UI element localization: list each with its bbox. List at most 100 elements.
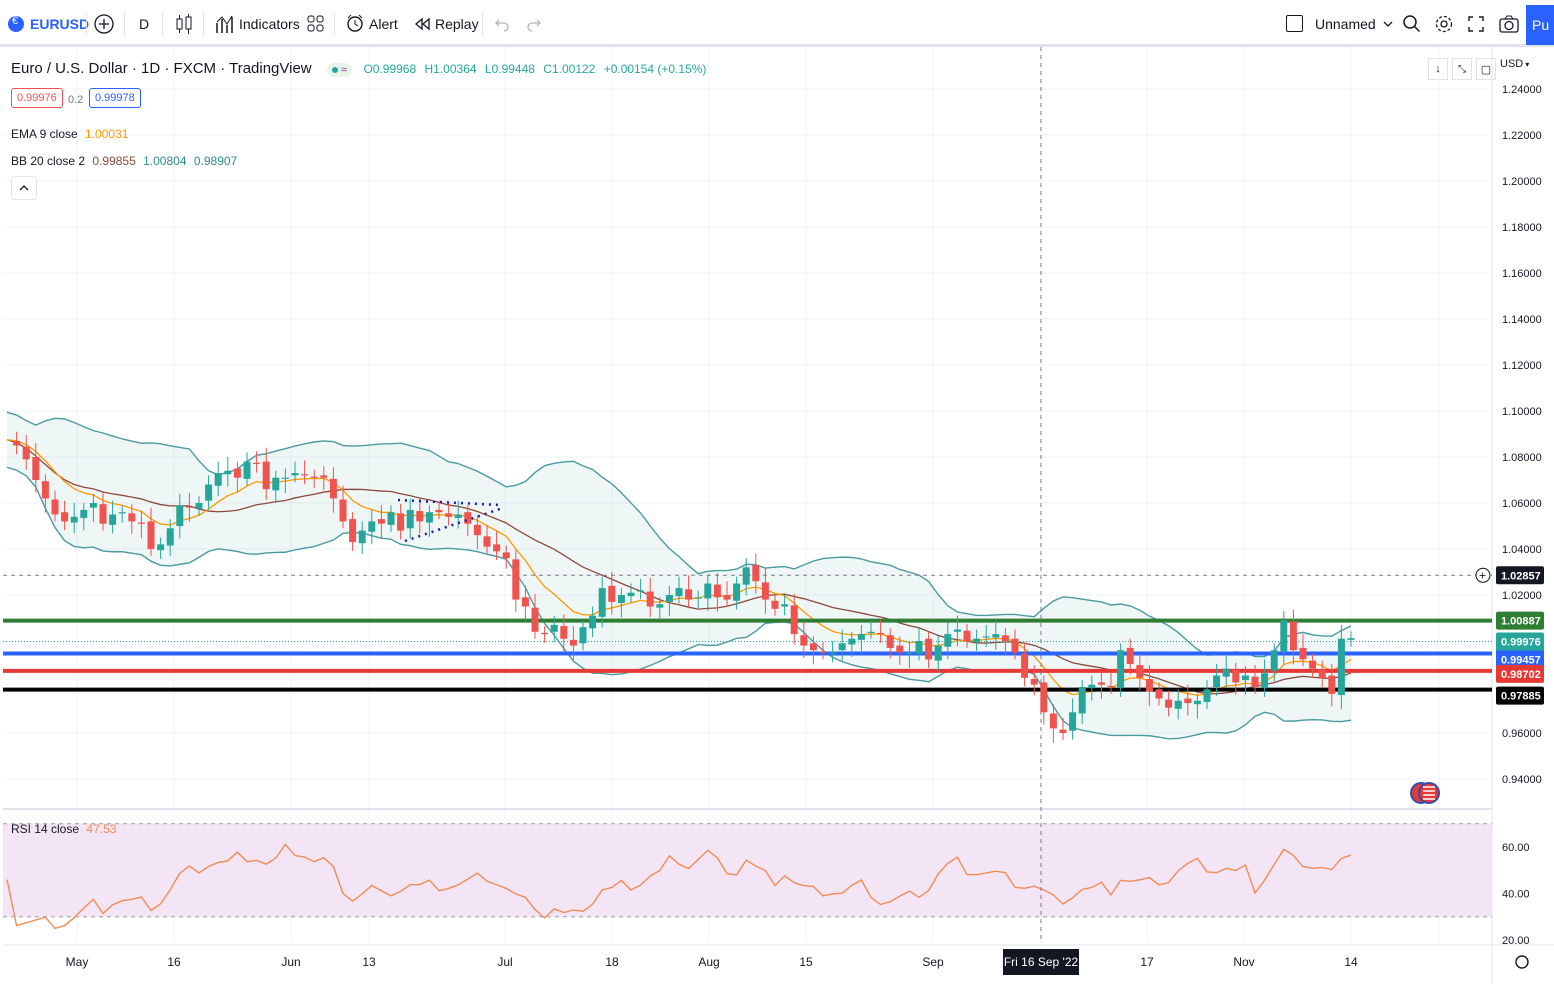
candle-body xyxy=(51,499,59,515)
layout-button[interactable]: Unnamed xyxy=(1286,0,1395,47)
candle-body xyxy=(982,636,990,638)
price-tick-label: 0.96000 xyxy=(1502,728,1542,740)
compare-button[interactable] xyxy=(93,0,115,47)
candle-body xyxy=(61,512,69,522)
time-tick-label: 17 xyxy=(1140,955,1154,969)
candle-body xyxy=(166,528,174,546)
candle-body xyxy=(723,595,731,600)
sell-price-box[interactable]: 0.99976 xyxy=(11,88,63,108)
replay-button[interactable]: Replay xyxy=(413,0,479,47)
search-button[interactable] xyxy=(1402,0,1422,47)
candle-body xyxy=(454,514,462,518)
candle-body xyxy=(915,641,923,654)
undo-button[interactable] xyxy=(494,0,510,47)
candle-body xyxy=(1337,638,1345,696)
symbol-search-button[interactable]: € EURUSD xyxy=(8,0,89,47)
collapse-pane-button[interactable]: ⤡ xyxy=(1452,58,1472,80)
candle-body xyxy=(944,634,952,647)
undo-icon xyxy=(495,19,509,32)
ohlc-close: C1.00122 xyxy=(543,62,596,76)
buy-price-box[interactable]: 0.99978 xyxy=(89,88,141,108)
candle-body xyxy=(1126,647,1134,664)
candle-body xyxy=(1097,682,1105,685)
bb-legend[interactable]: BB 20 close 2 0.99855 1.00804 0.98907 xyxy=(11,154,237,168)
candle-body xyxy=(1069,712,1077,731)
templates-button[interactable] xyxy=(306,0,326,47)
rsi-label: RSI 14 close xyxy=(11,822,80,836)
rsi-tick-label: 60.00 xyxy=(1502,842,1530,854)
publish-button[interactable]: Pu xyxy=(1526,5,1554,45)
currency-selector[interactable]: USD ▾ xyxy=(1500,58,1529,70)
ohlc-high: H1.00364 xyxy=(424,62,477,76)
candle-body xyxy=(377,519,385,524)
candle-body xyxy=(1261,673,1269,689)
time-tick-label: May xyxy=(66,955,89,969)
candle-body xyxy=(819,651,827,653)
candle-body xyxy=(589,615,597,629)
candle-body xyxy=(147,521,155,549)
candle-body xyxy=(579,627,587,644)
candle-body xyxy=(637,590,645,592)
candle-body xyxy=(416,511,424,522)
alert-button[interactable]: Alert xyxy=(345,0,398,47)
chevron-down-icon xyxy=(1383,21,1393,27)
candle-body xyxy=(176,505,184,526)
move-pane-down-button[interactable]: ↓ xyxy=(1428,58,1448,80)
ohlc-open: O0.99968 xyxy=(363,62,417,76)
top-toolbar: € EURUSD D Indicators Alert Replay Unnam… xyxy=(0,0,1554,47)
green-line-label-bg xyxy=(1496,611,1544,630)
candle-body xyxy=(243,461,251,479)
price-tick-label: 1.02000 xyxy=(1502,590,1542,602)
indicators-button[interactable]: Indicators xyxy=(215,0,300,47)
ema-label: EMA 9 close xyxy=(11,127,78,141)
price-tick-label: 1.20000 xyxy=(1502,176,1542,188)
candle-body xyxy=(445,513,453,517)
toolbar-divider xyxy=(482,12,483,36)
candle-body xyxy=(22,446,30,460)
rsi-background xyxy=(3,823,1492,930)
ema-legend[interactable]: EMA 9 close 1.00031 xyxy=(11,127,128,141)
time-axis: May16Jun13Jul18Aug15SepOct17Nov14Fri 16 … xyxy=(66,949,1529,975)
candle-body xyxy=(1136,665,1144,678)
economic-events-flags-icon[interactable] xyxy=(1410,781,1440,805)
candle-body xyxy=(934,645,942,661)
candle-body xyxy=(627,592,635,597)
candle-body xyxy=(905,652,913,654)
candle-body xyxy=(531,607,539,632)
camera-icon xyxy=(1499,15,1519,33)
candle-body xyxy=(1088,684,1096,689)
horizontal-lines xyxy=(3,47,1492,943)
candle-body xyxy=(89,503,97,508)
toolbar-divider xyxy=(203,12,204,36)
candle-body xyxy=(646,591,654,607)
collapse-legend-button[interactable] xyxy=(11,176,37,200)
crosshair-date-bg xyxy=(1003,949,1079,975)
candle-body xyxy=(963,630,971,641)
snapshot-button[interactable] xyxy=(1498,0,1520,47)
candle-body xyxy=(406,509,414,529)
market-status-icon: ≈ xyxy=(326,62,353,77)
interval-button[interactable]: D xyxy=(139,0,149,47)
candle-body xyxy=(329,478,337,499)
candle-body xyxy=(1193,700,1201,705)
rsi-legend[interactable]: RSI 14 close 47.53 xyxy=(11,822,116,836)
indicators-label: Indicators xyxy=(239,15,300,32)
fullscreen-button[interactable] xyxy=(1467,0,1485,47)
settings-button[interactable] xyxy=(1434,0,1454,47)
candle-body xyxy=(771,600,779,609)
red-line-label: 0.98702 xyxy=(1501,669,1541,681)
crosshair-price-label: 1.02857 xyxy=(1501,570,1541,582)
price-tick-label: 1.16000 xyxy=(1502,268,1542,280)
time-tick-label: Jul xyxy=(497,955,512,969)
chart-canvas[interactable]: 1.24000 1.22000 1.20000 1.18000 1.16000 1.140… xyxy=(0,47,1554,984)
toolbar-divider xyxy=(86,12,87,36)
candle-body xyxy=(99,504,107,524)
maximize-pane-button[interactable]: ▢ xyxy=(1476,58,1496,80)
candle-body xyxy=(848,638,856,645)
chart-type-button[interactable] xyxy=(174,0,194,47)
redo-button[interactable] xyxy=(526,0,542,47)
candle-body xyxy=(781,604,789,607)
candle-body xyxy=(157,544,165,551)
candle-body xyxy=(608,585,616,602)
pane-controls: ↓ ⤡ ▢ xyxy=(1428,58,1496,80)
